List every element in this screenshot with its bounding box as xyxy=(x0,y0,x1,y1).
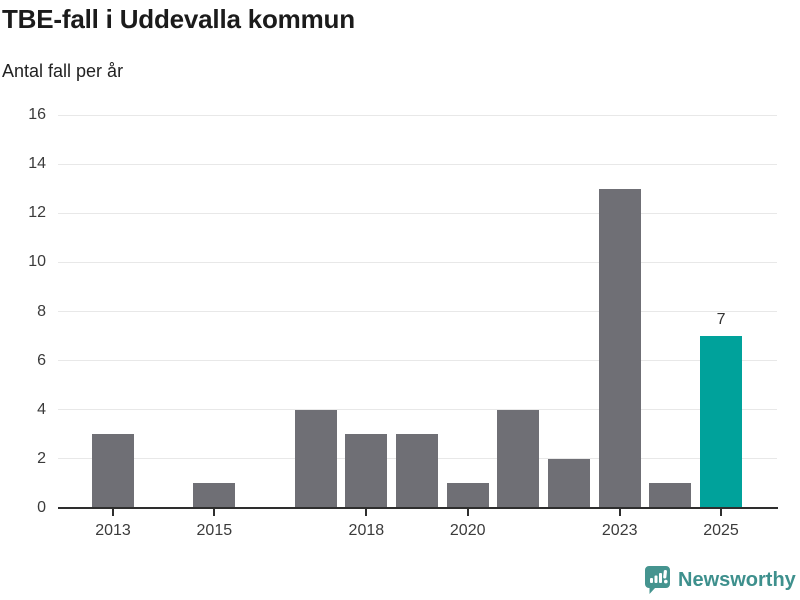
x-axis-tick xyxy=(213,509,216,516)
y-axis-label: 14 xyxy=(28,155,46,173)
x-axis-tick xyxy=(466,509,469,516)
bar-2017 xyxy=(294,409,337,508)
bar-2022 xyxy=(548,458,591,508)
gridline-y-12 xyxy=(58,212,777,214)
newsworthy-wordmark: Newsworthy xyxy=(678,568,796,591)
bar-2018 xyxy=(345,434,388,508)
x-axis-line xyxy=(58,507,778,509)
x-axis-tick xyxy=(720,509,723,516)
gridline-y-6 xyxy=(58,360,777,362)
y-axis-label: 10 xyxy=(28,253,46,271)
y-axis-label: 8 xyxy=(37,302,46,320)
y-axis-label: 6 xyxy=(37,351,46,369)
gridline-y-4 xyxy=(58,409,777,411)
x-axis-label: 2013 xyxy=(95,522,131,539)
gridline-y-8 xyxy=(58,311,777,312)
chart-title: TBE-fall i Uddevalla kommun xyxy=(2,4,355,34)
x-axis-tick xyxy=(365,509,368,516)
x-axis-label: 2025 xyxy=(703,522,739,539)
x-axis-label: 2023 xyxy=(601,522,638,539)
bar-2020 xyxy=(446,483,489,508)
bar-2013 xyxy=(92,434,134,508)
gridline-y-16 xyxy=(58,114,777,116)
x-axis-label: 2015 xyxy=(196,522,233,539)
y-axis-label: 2 xyxy=(37,449,46,467)
footer-brand[interactable]: Newsworthy xyxy=(644,563,796,597)
x-axis-label: 2020 xyxy=(449,522,486,539)
chart-subtitle: Antal fall per år xyxy=(2,61,124,81)
x-axis-label: 2018 xyxy=(348,522,385,539)
y-axis-label: 4 xyxy=(37,400,46,418)
bar-2025 xyxy=(700,336,743,508)
bar-value-label: 7 xyxy=(716,311,726,329)
newsworthy-logo-icon xyxy=(644,565,671,595)
x-axis-tick xyxy=(618,509,621,516)
bar-2023 xyxy=(598,188,641,508)
bar-2019 xyxy=(396,434,439,508)
gridline-y-14 xyxy=(58,163,777,165)
y-axis-label: 12 xyxy=(28,204,46,222)
x-axis-tick xyxy=(112,509,114,516)
bar-2015 xyxy=(193,483,236,508)
y-axis-label: 0 xyxy=(37,499,46,516)
bar-2024 xyxy=(649,483,692,508)
gridline-y-10 xyxy=(58,261,777,263)
bar-2021 xyxy=(497,409,540,508)
y-axis-label: 16 xyxy=(28,106,46,123)
